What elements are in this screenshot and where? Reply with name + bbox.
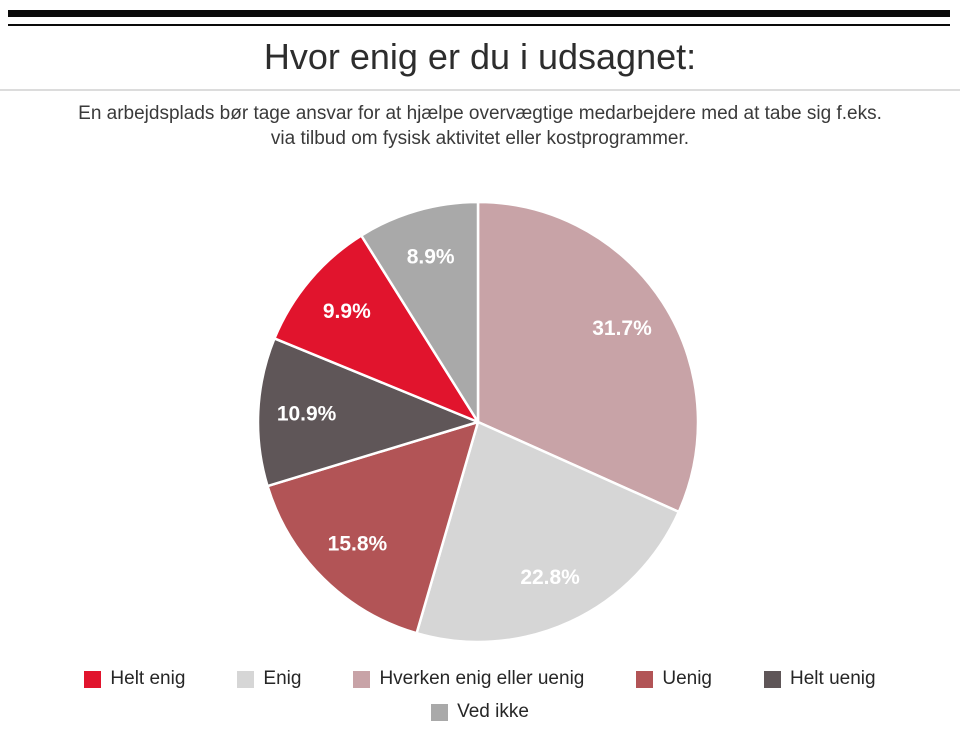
legend-swatch-enig — [237, 670, 255, 688]
legend-swatch-uenig — [636, 670, 654, 688]
slice-value-label-helt-uenig: 10.9% — [277, 402, 337, 425]
title-divider — [0, 89, 960, 91]
legend-row-2: Ved ikke — [0, 701, 960, 723]
legend-item-helt-uenig: Helt uenig — [764, 668, 876, 690]
pie-slice-uenig — [266, 420, 480, 635]
page-title: Hvor enig er du i udsagnet: — [263, 36, 697, 77]
legend-item-helt-enig: Helt enig — [84, 668, 185, 690]
legend-label-helt-uenig: Helt uenig — [790, 668, 876, 689]
legend-label-ved-ikke: Ved ikke — [457, 701, 529, 722]
legend-item-uenig: Uenig — [636, 668, 712, 690]
legend-item-hverken-enig-eller-uenig: Hverken enig eller uenig — [353, 668, 584, 690]
legend-item-ved-ikke: Ved ikke — [431, 701, 529, 723]
legend-label-uenig: Uenig — [662, 668, 713, 689]
chart-subtitle: En arbejdsplads bør tage ansvar for at h… — [0, 101, 960, 151]
legend-label-helt-enig: Helt enig — [110, 668, 186, 689]
pie-chart-svg: 31.7% 22.8% 15.8% 10.9% 9.9% 8.9% — [256, 200, 700, 644]
slice-value-label-hverken-enig-eller-uenig: 31.7% — [592, 317, 652, 340]
pie-slice-hverken-enig-eller-uenig — [476, 200, 700, 514]
pie-slice-helt-uenig — [256, 337, 480, 488]
slice-value-label-enig: 22.8% — [520, 566, 580, 589]
legend-row-1: Helt enig Enig Hverken enig eller uenig Uen… — [0, 668, 960, 690]
pie-slice-ved-ikke — [360, 200, 480, 424]
slice-value-label-ved-ikke: 8.9% — [407, 246, 455, 269]
chart-legend: Helt enig Enig Hverken enig eller uenig Uen… — [0, 668, 960, 723]
legend-item-enig: Enig — [237, 668, 301, 690]
top-thin-bar — [8, 24, 950, 26]
pie-slice-enig — [415, 420, 681, 644]
legend-swatch-helt-uenig — [764, 670, 782, 688]
slice-value-label-helt-enig: 9.9% — [323, 300, 371, 323]
pie-chart: 31.7% 22.8% 15.8% 10.9% 9.9% 8.9% — [248, 192, 708, 652]
legend-label-hverken-enig-eller-uenig: Hverken enig eller uenig — [379, 668, 585, 689]
top-thick-bar — [8, 10, 950, 17]
pie-slice-helt-enig — [273, 234, 480, 424]
legend-label-enig: Enig — [263, 668, 302, 689]
legend-swatch-ved-ikke — [431, 703, 449, 721]
slice-value-label-uenig: 15.8% — [328, 533, 388, 556]
legend-swatch-hverken-enig-eller-uenig — [353, 670, 371, 688]
legend-swatch-helt-enig — [84, 670, 102, 688]
chart-subtitle-line-2: via tilbud om fysisk aktivitet eller kos… — [270, 128, 690, 149]
chart-subtitle-line-1: En arbejdsplads bør tage ansvar for at h… — [78, 103, 882, 124]
